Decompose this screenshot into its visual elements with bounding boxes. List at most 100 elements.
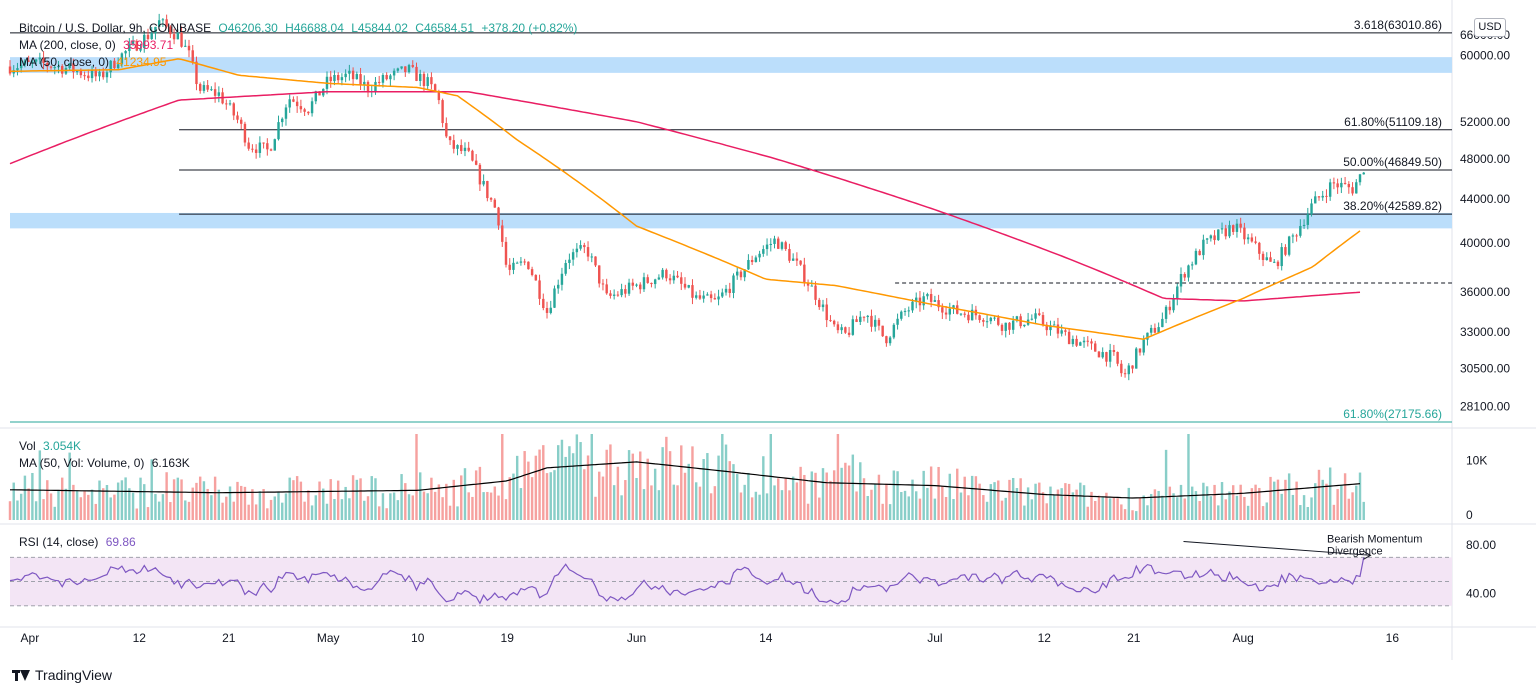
candle-body: [430, 77, 433, 85]
candle-body: [855, 319, 858, 322]
candle-body: [571, 252, 575, 260]
volume-bar: [493, 486, 497, 520]
volume-bar: [743, 484, 746, 520]
volume-bar: [609, 444, 612, 520]
candle-body: [553, 288, 556, 308]
volume-bar: [482, 492, 485, 520]
time-tick-label: May: [317, 631, 340, 645]
volume-bar: [915, 491, 918, 520]
candle-body: [128, 44, 131, 52]
volume-bar: [538, 449, 541, 520]
candle-body: [1056, 324, 1060, 334]
volume-bar: [586, 455, 590, 520]
candle-body: [1049, 325, 1052, 331]
candle-body: [605, 284, 608, 294]
candle-body: [460, 145, 463, 152]
candle-body: [277, 122, 280, 140]
volume-bar: [359, 478, 362, 520]
candle-body: [732, 275, 735, 293]
candle-body: [542, 298, 545, 309]
currency-button[interactable]: USD: [1474, 18, 1506, 37]
volume-bar: [176, 477, 180, 520]
candle-body: [355, 74, 359, 80]
volume-bar: [277, 491, 280, 520]
candle-body: [419, 73, 422, 81]
volume-bar: [907, 496, 910, 520]
volume-bar: [53, 506, 56, 520]
candle-body: [844, 327, 847, 333]
volume-bar: [1183, 498, 1186, 520]
volume-bar: [273, 496, 276, 520]
ma50-legend: MA (50, close, 0) 41234.95: [19, 54, 170, 71]
candle-body: [400, 66, 403, 69]
volume-bar: [348, 498, 351, 520]
volume-bar: [545, 473, 549, 520]
volume-bar: [184, 500, 187, 520]
candle-body: [169, 26, 172, 35]
candle-body: [303, 109, 306, 112]
candle-body: [1284, 247, 1287, 255]
candle-body: [1269, 257, 1272, 262]
volume-bar: [102, 488, 105, 520]
volume-bar: [1056, 489, 1060, 520]
tradingview-brand[interactable]: TradingView: [12, 667, 112, 683]
volume-bar: [1019, 478, 1022, 520]
volume-bar: [198, 476, 202, 520]
volume-bar: [87, 494, 90, 520]
candle-body: [292, 99, 295, 102]
candle-body: [16, 68, 19, 71]
high-value: H46688.04: [285, 21, 344, 35]
volume-bar: [948, 473, 951, 520]
candle-body: [1355, 182, 1358, 194]
candle-body: [474, 160, 478, 165]
candle-body: [94, 70, 97, 77]
candle-body: [616, 294, 620, 296]
volume-bar: [501, 434, 504, 520]
candle-body: [448, 136, 452, 141]
candle-body: [225, 103, 228, 105]
time-tick-label: 21: [222, 631, 236, 645]
volume-tick-label: 10K: [1466, 454, 1487, 468]
volume-bar: [1082, 485, 1086, 520]
volume-bar: [31, 472, 34, 520]
volume-bar: [590, 434, 593, 520]
candle-body: [415, 66, 418, 81]
volume-bar: [1287, 473, 1291, 520]
candle-body: [318, 91, 321, 96]
candle-body: [579, 245, 582, 249]
candle-body: [340, 77, 344, 81]
candle-body: [795, 258, 799, 261]
candle-body: [564, 263, 567, 274]
candle-body: [1000, 324, 1004, 331]
volume-bar: [262, 489, 265, 520]
volume-bar: [1015, 488, 1019, 520]
volume-bar: [1067, 483, 1071, 520]
volume-bar: [1131, 510, 1134, 520]
candle-body: [407, 65, 411, 73]
candle-body: [1314, 196, 1317, 204]
volume-bar: [1291, 494, 1295, 520]
time-tick-label: 14: [759, 631, 773, 645]
candle-body: [926, 294, 929, 297]
volume-bar: [1325, 483, 1328, 520]
candle-body: [832, 320, 836, 325]
candle-body: [1142, 339, 1145, 353]
candle-body: [963, 313, 966, 315]
volume-bar: [46, 480, 49, 520]
volume-bar: [956, 468, 959, 520]
volume-bar: [456, 506, 459, 520]
candle-body: [1351, 187, 1354, 194]
volume-bar: [933, 498, 937, 520]
candle-body: [903, 310, 907, 312]
candle-body: [538, 280, 541, 299]
candle-body: [799, 260, 802, 265]
candle-body: [915, 297, 918, 302]
candle-body: [873, 319, 877, 327]
time-tick-label: 12: [1038, 631, 1052, 645]
candle-body: [1347, 183, 1351, 188]
volume-bar: [900, 492, 903, 520]
candle-body: [228, 103, 232, 105]
candle-body: [210, 89, 213, 91]
candle-body: [922, 296, 925, 306]
